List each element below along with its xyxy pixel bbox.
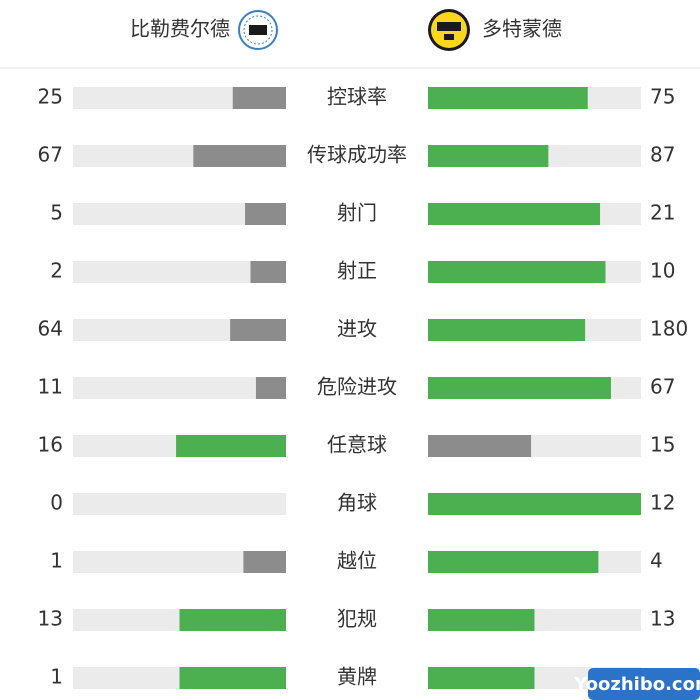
home-bar (245, 203, 286, 225)
away-logo (428, 9, 470, 51)
home-bar (250, 261, 286, 283)
away-value: 21 (650, 201, 675, 225)
bar-track (73, 493, 286, 515)
home-value: 64 (38, 317, 63, 341)
away-bar (428, 667, 535, 689)
stat-label: 控球率 (327, 85, 387, 109)
stat-label: 角球 (337, 491, 377, 515)
away-value: 13 (650, 607, 675, 631)
home-value: 2 (50, 259, 63, 283)
away-bar (428, 609, 535, 631)
away-bar (428, 493, 641, 515)
home-value: 0 (50, 491, 63, 515)
home-value: 13 (38, 607, 63, 631)
away-bar (428, 435, 532, 457)
bar-track (73, 551, 286, 573)
home-value: 1 (50, 549, 63, 573)
home-value: 5 (50, 201, 63, 225)
bar-track (73, 377, 286, 399)
home-team: 比勒费尔德 (130, 17, 230, 41)
stat-label: 进攻 (337, 317, 377, 341)
home-value: 25 (38, 85, 63, 109)
stat-label: 犯规 (337, 607, 377, 631)
watermark: Yoozhibo.com (573, 668, 700, 700)
watermark-text: Yoozhibo.com (573, 674, 700, 695)
home-bar (176, 435, 286, 457)
home-logo (238, 10, 278, 50)
stat-label: 任意球 (327, 433, 387, 457)
home-bar (243, 551, 286, 573)
away-value: 12 (650, 491, 675, 515)
away-bar (428, 551, 599, 573)
away-value: 15 (650, 433, 675, 457)
home-value: 11 (38, 375, 63, 399)
away-value: 10 (650, 259, 675, 283)
away-team: 多特蒙德 (482, 17, 562, 41)
away-bar (428, 261, 606, 283)
away-bar (428, 203, 601, 225)
stat-label: 射门 (337, 201, 377, 225)
stat-label: 越位 (337, 549, 377, 573)
away-bar (428, 145, 549, 167)
away-bar (428, 319, 586, 341)
stat-label: 危险进攻 (317, 375, 397, 399)
stat-label: 黄牌 (337, 665, 377, 689)
home-bar (232, 87, 286, 109)
away-bar (428, 377, 611, 399)
away-value: 67 (650, 375, 675, 399)
bar-track (73, 203, 286, 225)
stat-label: 传球成功率 (307, 143, 407, 167)
bar-track (73, 261, 286, 283)
home-bar (255, 377, 286, 399)
away-value: 87 (650, 143, 675, 167)
home-bar (179, 609, 286, 631)
home-bar (179, 667, 286, 689)
home-bar (193, 145, 286, 167)
home-value: 67 (38, 143, 63, 167)
away-value: 75 (650, 85, 675, 109)
home-value: 16 (38, 433, 63, 457)
stat-label: 射正 (337, 259, 377, 283)
away-bar (428, 87, 588, 109)
home-value: 1 (50, 665, 63, 689)
away-value: 180 (650, 317, 688, 341)
home-bar (230, 319, 286, 341)
away-value: 4 (650, 549, 663, 573)
